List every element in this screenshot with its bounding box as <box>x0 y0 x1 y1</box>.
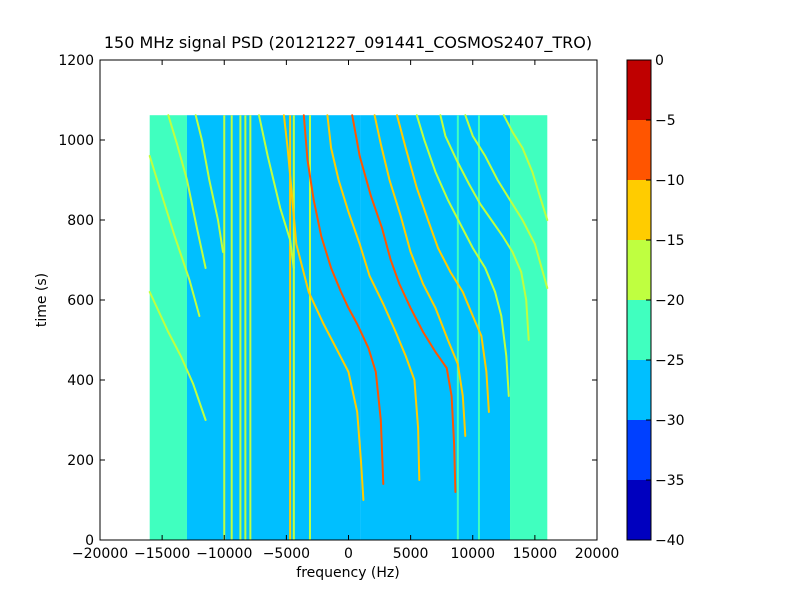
colorbar-axis: 0 −5 −10 −15 −20 −25 −30 −35 −40 <box>646 53 685 549</box>
doppler-trace <box>167 114 207 269</box>
colorbar-level <box>627 240 651 300</box>
doppler-trace <box>415 114 510 397</box>
colorbar-level <box>627 60 651 120</box>
colorbar <box>627 60 651 540</box>
colorbar-tick-label: −30 <box>655 413 685 429</box>
y-axis: 0 200 400 600 800 1000 1200 <box>58 53 597 549</box>
y-tick-label: 0 <box>85 533 94 549</box>
colorbar-level <box>627 180 651 240</box>
x-tick-label: −20000 <box>72 546 128 562</box>
y-tick-label: 600 <box>67 293 94 309</box>
y-tick-label: 1000 <box>58 133 94 149</box>
doppler-trace <box>396 114 490 413</box>
colorbar-level <box>627 300 651 360</box>
y-tick-label: 400 <box>67 373 94 389</box>
doppler-trace <box>326 114 421 481</box>
doppler-trace <box>373 114 467 437</box>
colorbar-tick-label: 0 <box>655 53 664 69</box>
colorbar-level <box>627 420 651 480</box>
doppler-trace <box>148 155 201 317</box>
doppler-trace <box>351 114 457 493</box>
doppler-trace <box>502 114 549 221</box>
doppler-trace <box>439 114 530 341</box>
x-tick-label: −10000 <box>196 546 252 562</box>
x-axis: −20000 −15000 −10000 −5000 0 5000 10000 15000 20… <box>72 60 619 562</box>
heatmap-region <box>360 115 511 540</box>
y-tick-label: 1200 <box>58 53 94 69</box>
x-tick-label: 10000 <box>450 546 495 562</box>
colorbar-tick-label: −20 <box>655 293 685 309</box>
colorbar-tick-label: −40 <box>655 533 685 549</box>
doppler-trace <box>464 114 549 289</box>
x-tick-label: 5000 <box>393 546 429 562</box>
colorbar-tick-label: −35 <box>655 473 685 489</box>
x-tick-label: 0 <box>344 546 353 562</box>
doppler-trace <box>258 114 295 269</box>
x-tick-label: 20000 <box>575 546 620 562</box>
doppler-trace <box>194 114 224 253</box>
colorbar-tick-label: −5 <box>655 113 676 129</box>
doppler-trace <box>148 291 207 421</box>
colorbar-tick-label: −25 <box>655 353 685 369</box>
colorbar-level <box>627 480 651 540</box>
x-tick-label: −15000 <box>134 546 190 562</box>
x-axis-label: frequency (Hz) <box>296 565 399 581</box>
x-tick-label: −5000 <box>263 546 310 562</box>
y-tick-label: 800 <box>67 213 94 229</box>
doppler-trace <box>302 114 385 485</box>
y-axis-label: time (s) <box>34 273 50 327</box>
y-tick-label: 200 <box>67 453 94 469</box>
spectrogram-image <box>148 114 549 540</box>
colorbar-tick-label: −10 <box>655 173 685 189</box>
colorbar-level <box>627 120 651 180</box>
x-tick-label: 15000 <box>513 546 558 562</box>
colorbar-tick-label: −15 <box>655 233 685 249</box>
chart-title: 150 MHz signal PSD (20121227_091441_COSM… <box>104 33 592 53</box>
colorbar-level <box>627 360 651 420</box>
heatmap-region <box>149 115 187 540</box>
doppler-trace <box>282 114 365 501</box>
